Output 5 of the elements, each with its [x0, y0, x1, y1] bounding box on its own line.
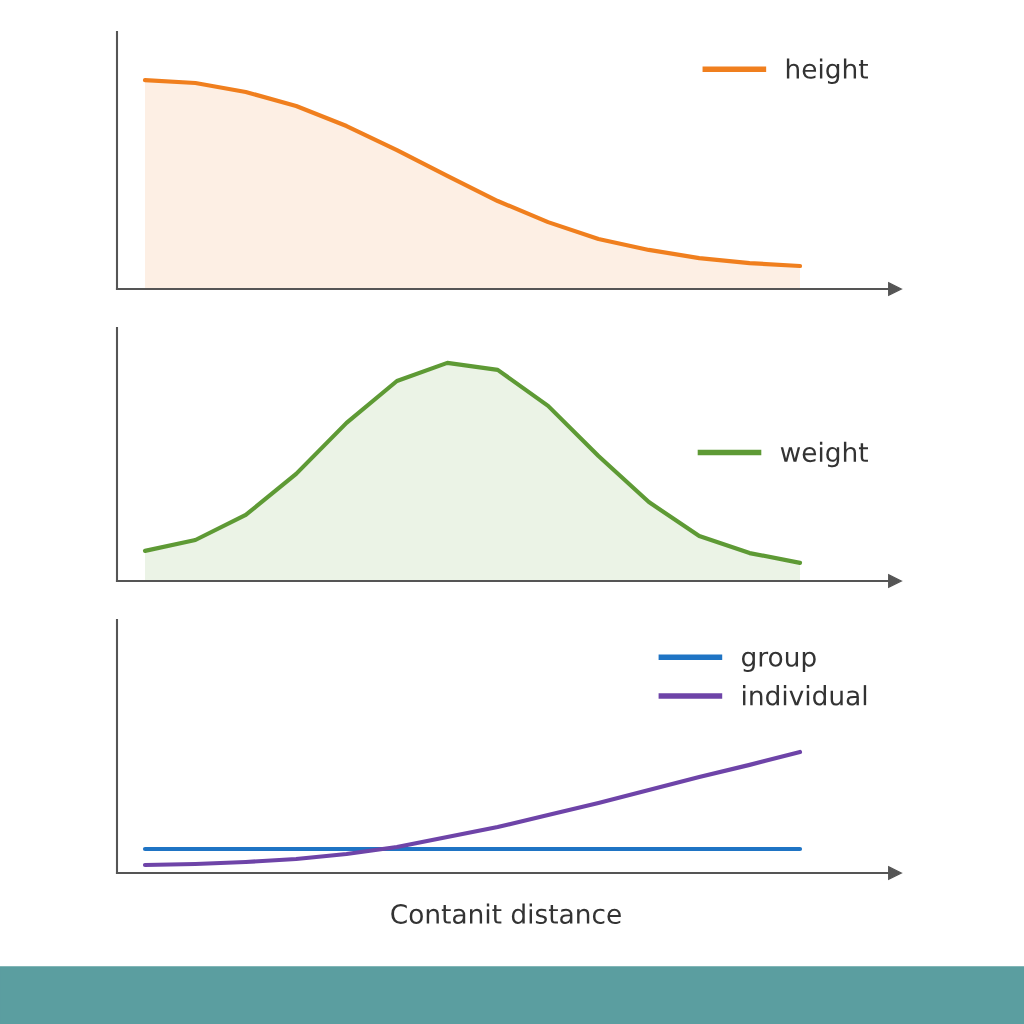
legend-label: weight: [780, 441, 868, 468]
legend-label: group: [742, 651, 816, 672]
legend-label: height: [786, 58, 868, 84]
x-axis-title: Contanit distance: [391, 903, 621, 924]
legend-label: individual: [743, 685, 867, 706]
